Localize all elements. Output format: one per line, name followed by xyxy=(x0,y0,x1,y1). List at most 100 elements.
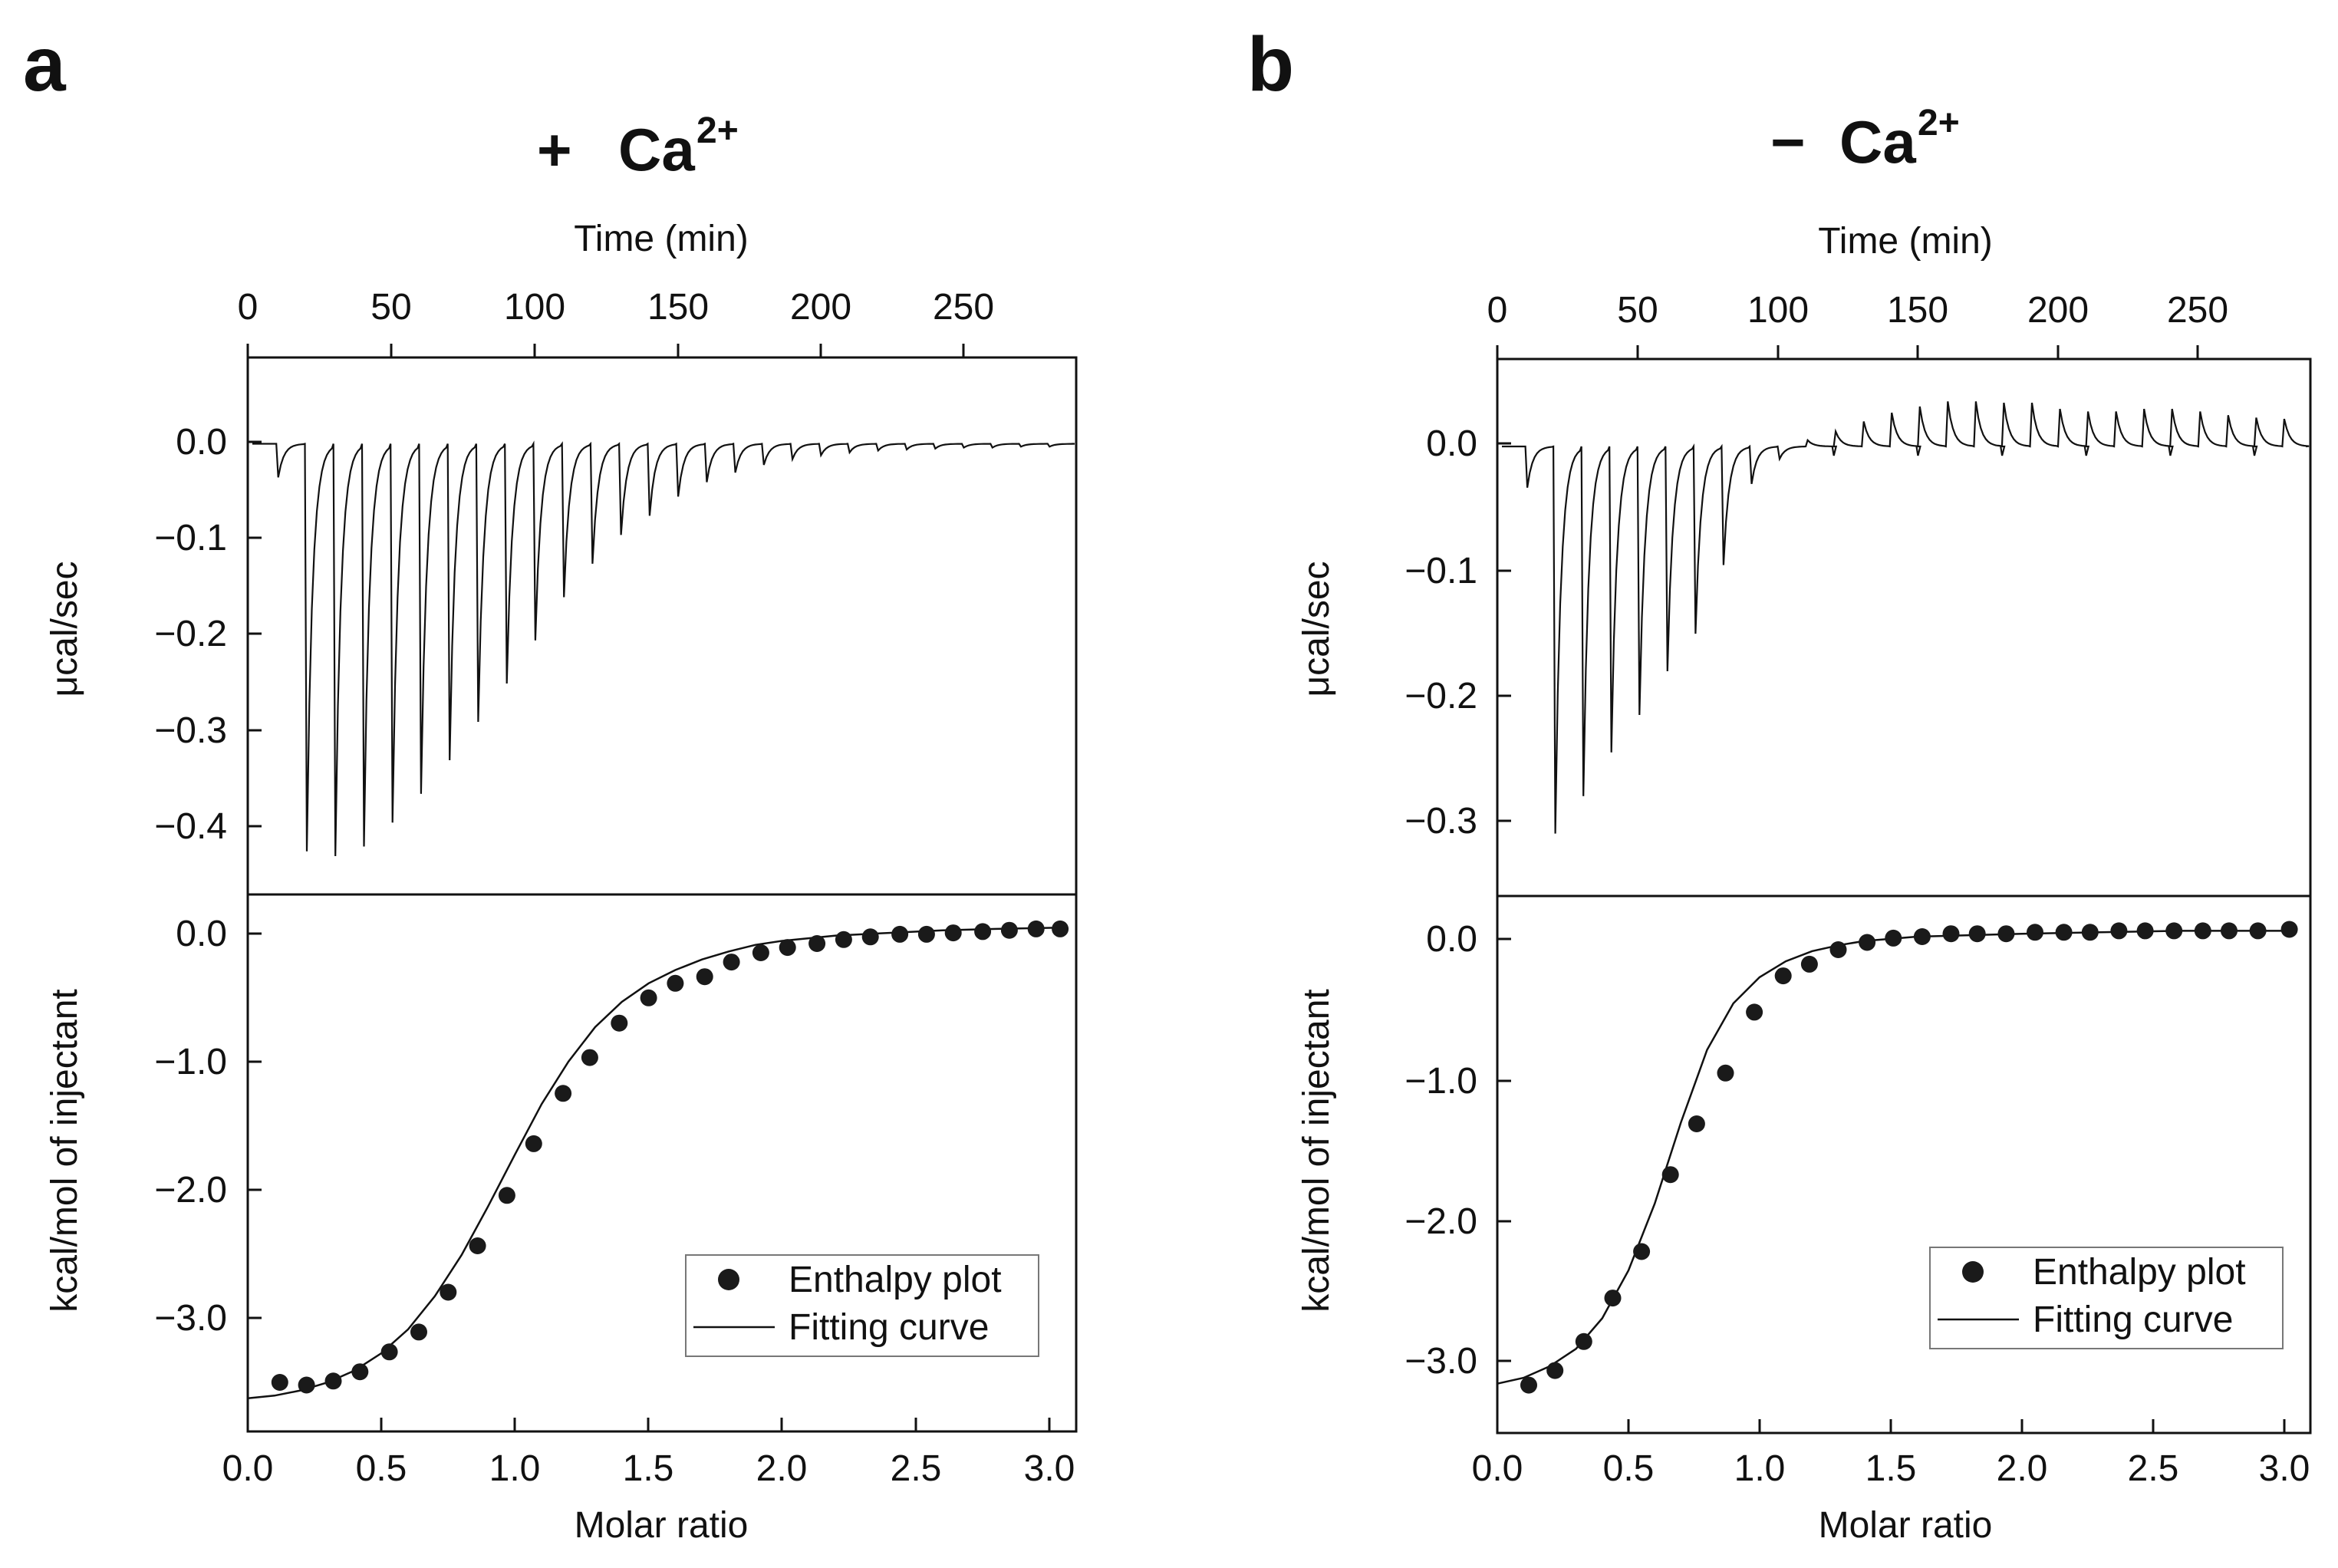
enthalpy-point xyxy=(1717,1064,1734,1082)
molar-tick-label: 0.5 xyxy=(356,1448,407,1489)
enthalpy-point xyxy=(1000,921,1018,939)
panel-a: a + Ca 2+ Time (min) μcal/sec 0 50 100 1… xyxy=(23,21,1078,1546)
time-tick-label: 250 xyxy=(933,287,994,328)
time-tick-label: 200 xyxy=(2027,290,2089,331)
enthalpy-point xyxy=(498,1187,515,1204)
legend-enthalpy-marker xyxy=(718,1269,739,1290)
enthalpy-point xyxy=(469,1237,486,1254)
molar-tick-label: 0.0 xyxy=(1472,1448,1523,1489)
molar-ratio-axis-label-b: Molar ratio xyxy=(1819,1505,1993,1546)
enthalpy-point xyxy=(525,1135,542,1152)
enthalpy-point xyxy=(2136,922,2154,940)
ucal-tick-label: 0.0 xyxy=(176,422,227,463)
time-axis-label-a: Time (min) xyxy=(574,219,749,259)
molar-tick-label: 1.5 xyxy=(623,1448,674,1489)
ucal-tick-label: −0.2 xyxy=(1404,676,1477,716)
enthalpy-point xyxy=(298,1376,315,1394)
molar-ticks-a: 0.0 0.5 1.0 1.5 2.0 2.5 3.0 xyxy=(222,1418,1075,1489)
time-tick-label: 50 xyxy=(370,287,411,328)
enthalpy-frame-a xyxy=(246,893,1078,1433)
enthalpy-point xyxy=(1633,1243,1651,1260)
enthalpy-point xyxy=(1052,920,1069,937)
time-ticks-b: 0 50 100 150 200 250 xyxy=(1487,290,2228,359)
thermogram-plot-b: Time (min) μcal/sec 0 50 100 150 200 250 xyxy=(1296,221,2312,898)
molar-tick-label: 1.5 xyxy=(1865,1448,1917,1489)
kcal-tick-label: −3.0 xyxy=(1404,1341,1477,1382)
enthalpy-point xyxy=(1968,925,1986,943)
enthalpy-point xyxy=(2221,922,2238,940)
enthalpy-point xyxy=(1575,1332,1592,1350)
enthalpy-point xyxy=(581,1049,598,1066)
time-axis-label-b: Time (min) xyxy=(1818,221,1993,262)
molar-tick-label: 2.0 xyxy=(1997,1448,2048,1489)
kcal-tick-label: −2.0 xyxy=(154,1170,227,1211)
time-tick-label: 150 xyxy=(647,287,709,328)
molar-tick-label: 2.5 xyxy=(2128,1448,2179,1489)
ucal-axis-label-b: μcal/sec xyxy=(1296,561,1337,697)
time-tick-label: 200 xyxy=(790,287,851,328)
enthalpy-point xyxy=(1997,925,2015,943)
ucal-tick-label: −0.1 xyxy=(1404,551,1477,591)
enthalpy-point xyxy=(640,989,657,1006)
enthalpy-point xyxy=(696,968,713,986)
ucal-ticks-a: 0.0 −0.1 −0.2 −0.3 −0.4 xyxy=(154,422,262,847)
enthalpy-point xyxy=(380,1343,398,1361)
enthalpy-point xyxy=(2249,922,2267,940)
time-tick-label: 0 xyxy=(238,287,258,328)
legend-b: Enthalpy plot Fitting curve xyxy=(1929,1247,2284,1349)
enthalpy-point xyxy=(1520,1376,1537,1394)
time-tick-label: 150 xyxy=(1887,290,1948,331)
condition-sign-a: + xyxy=(537,116,572,183)
enthalpy-point xyxy=(440,1283,457,1301)
enthalpy-point xyxy=(1942,925,1960,943)
condition-superscript-a: 2+ xyxy=(696,110,739,151)
enthalpy-point xyxy=(974,923,992,940)
enthalpy-point xyxy=(324,1372,342,1390)
enthalpy-point xyxy=(1546,1362,1564,1379)
molar-tick-label: 3.0 xyxy=(1024,1448,1075,1489)
enthalpy-point xyxy=(1885,929,1902,947)
time-tick-label: 100 xyxy=(504,287,565,328)
condition-ion-a: Ca xyxy=(618,116,695,183)
enthalpy-point xyxy=(667,974,684,992)
kcal-tick-label: −3.0 xyxy=(154,1298,227,1339)
ucal-tick-label: −0.3 xyxy=(1404,801,1477,842)
enthalpy-point xyxy=(2081,924,2099,941)
enthalpy-point xyxy=(1661,1166,1679,1184)
molar-tick-label: 3.0 xyxy=(2259,1448,2310,1489)
molar-ratio-axis-label-a: Molar ratio xyxy=(575,1505,749,1546)
kcal-axis-label-a: kcal/mol of injectant xyxy=(44,989,85,1313)
enthalpy-point xyxy=(410,1323,427,1341)
enthalpy-point xyxy=(808,935,826,952)
condition-title-b: − Ca 2+ xyxy=(1770,103,1960,176)
thermogram-trace-a xyxy=(252,440,1075,857)
enthalpy-point xyxy=(835,931,852,948)
enthalpy-point xyxy=(1800,955,1818,973)
enthalpy-point xyxy=(917,925,935,943)
kcal-ticks-b: 0.0 −1.0 −2.0 −3.0 xyxy=(1404,919,1511,1382)
panel-letter-b: b xyxy=(1247,21,1294,107)
enthalpy-point xyxy=(2194,922,2211,940)
legend-fit-label: Fitting curve xyxy=(2033,1300,2233,1340)
enthalpy-point xyxy=(2280,921,2298,938)
molar-tick-label: 0.5 xyxy=(1603,1448,1655,1489)
enthalpy-points-a xyxy=(271,920,1069,1394)
molar-ticks-b: 0.0 0.5 1.0 1.5 2.0 2.5 3.0 xyxy=(1472,1419,2310,1489)
enthalpy-point xyxy=(1829,941,1847,958)
enthalpy-point xyxy=(1746,1003,1763,1021)
molar-tick-label: 2.5 xyxy=(891,1448,942,1489)
kcal-ticks-a: 0.0 −1.0 −2.0 −3.0 xyxy=(154,914,262,1339)
legend-a: Enthalpy plot Fitting curve xyxy=(685,1254,1039,1357)
molar-tick-label: 1.0 xyxy=(1734,1448,1786,1489)
legend-fit-label: Fitting curve xyxy=(789,1307,989,1348)
kcal-tick-label: −1.0 xyxy=(1404,1061,1477,1102)
time-tick-label: 50 xyxy=(1617,290,1658,331)
time-tick-label: 0 xyxy=(1487,290,1508,331)
enthalpy-point xyxy=(2027,924,2043,941)
time-tick-label: 100 xyxy=(1747,290,1809,331)
enthalpy-point xyxy=(611,1014,628,1032)
condition-title-a: + Ca 2+ xyxy=(537,110,739,183)
enthalpy-point xyxy=(723,954,740,971)
thermogram-plot-a: Time (min) μcal/sec 0 50 100 150 200 250 xyxy=(44,219,1078,896)
enthalpy-point xyxy=(1774,967,1792,985)
